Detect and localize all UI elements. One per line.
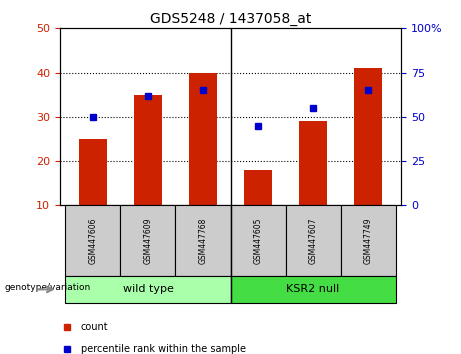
Bar xyxy=(341,205,396,276)
Bar xyxy=(189,73,217,205)
Text: GSM447607: GSM447607 xyxy=(308,217,318,264)
Bar xyxy=(79,139,106,205)
Text: GSM447768: GSM447768 xyxy=(199,217,207,264)
Bar xyxy=(65,205,120,276)
Title: GDS5248 / 1437058_at: GDS5248 / 1437058_at xyxy=(150,12,311,26)
Text: GSM447609: GSM447609 xyxy=(143,217,153,264)
Bar xyxy=(355,68,382,205)
Text: count: count xyxy=(81,322,108,332)
Bar xyxy=(176,205,230,276)
Bar xyxy=(285,205,341,276)
Bar xyxy=(230,276,396,303)
Text: GSM447606: GSM447606 xyxy=(89,217,97,264)
Bar xyxy=(65,276,230,303)
Text: KSR2 null: KSR2 null xyxy=(286,284,340,295)
Text: wild type: wild type xyxy=(123,284,173,295)
Bar xyxy=(230,205,285,276)
Bar xyxy=(120,205,176,276)
Text: genotype/variation: genotype/variation xyxy=(5,283,91,292)
Bar xyxy=(134,95,162,205)
Bar xyxy=(299,121,327,205)
Text: percentile rank within the sample: percentile rank within the sample xyxy=(81,344,246,354)
Text: GSM447605: GSM447605 xyxy=(254,217,262,264)
Bar xyxy=(244,170,272,205)
Text: GSM447749: GSM447749 xyxy=(364,217,372,264)
